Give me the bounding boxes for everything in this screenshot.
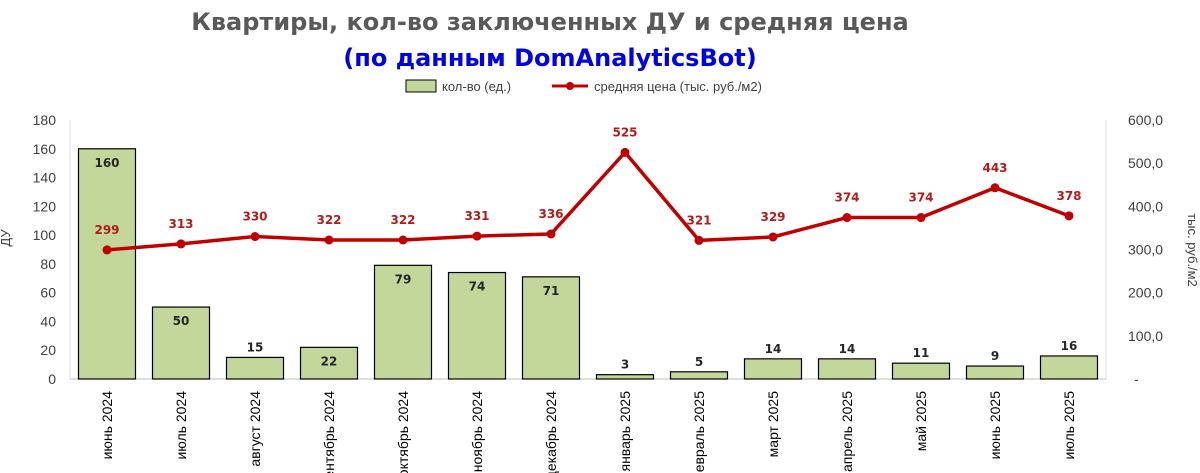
price-value-label: 336 <box>538 207 563 221</box>
bar-value-label: 22 <box>321 354 338 368</box>
x-tick-label: февраль 2025 <box>691 391 707 473</box>
chart-title: Квартиры, кол-во заключенных ДУ и средня… <box>191 8 909 36</box>
price-line <box>106 150 1070 252</box>
bar-value-label: 71 <box>543 284 560 298</box>
y2-tick-label: 100,0 <box>1128 328 1163 344</box>
x-tick-label: август 2024 <box>247 391 263 467</box>
y2-tick-label: 400,0 <box>1128 198 1163 214</box>
legend-bar-label: кол-во (ед.) <box>442 79 511 94</box>
bar <box>669 371 729 380</box>
price-point <box>546 229 556 239</box>
price-value-label: 321 <box>686 213 711 227</box>
price-point <box>324 235 334 245</box>
x-tick-label: апрель 2025 <box>839 391 855 472</box>
y-tick-label: 180 <box>33 112 57 128</box>
x-tick-label: март 2025 <box>765 391 781 458</box>
price-point <box>176 239 186 249</box>
price-value-label: 443 <box>982 161 1007 175</box>
bar <box>743 358 803 380</box>
price-point <box>990 183 1000 193</box>
bar <box>77 148 137 380</box>
price-value-label: 374 <box>834 191 859 205</box>
y2-tick-label: - <box>1134 371 1139 387</box>
price-point <box>842 213 852 223</box>
y-axis-label: ДУ <box>0 229 13 247</box>
y2-axis-label: тыс. руб./м2 <box>1185 213 1200 287</box>
bar-value-label: 5 <box>695 355 703 369</box>
y-tick-label: 120 <box>33 198 57 214</box>
bar <box>225 356 285 380</box>
bar-value-label: 9 <box>991 349 999 363</box>
price-point <box>1064 211 1074 221</box>
x-tick-label: январь 2025 <box>617 391 633 472</box>
x-tick-label: июнь 2025 <box>987 391 1003 460</box>
price-value-label: 299 <box>94 223 119 237</box>
bar-value-label: 160 <box>94 156 119 170</box>
price-value-label: 374 <box>908 191 933 205</box>
price-value-label: 525 <box>612 125 637 139</box>
bar <box>817 358 877 380</box>
bar <box>447 271 507 380</box>
bar <box>373 264 433 380</box>
x-tick-label: июль 2024 <box>173 391 189 460</box>
bar-value-label: 11 <box>913 346 930 360</box>
y-tick-label: 80 <box>40 256 56 272</box>
chart-subtitle: (по данным DomAnalyticsBot) <box>343 44 757 72</box>
y-tick-label: 0 <box>48 371 56 387</box>
price-value-label: 322 <box>316 213 341 227</box>
bar-value-label: 3 <box>621 358 629 372</box>
bar <box>595 374 655 380</box>
bar-value-label: 79 <box>395 272 412 286</box>
price-value-label: 330 <box>242 210 267 224</box>
price-point <box>398 235 408 245</box>
price-point <box>620 147 630 157</box>
y2-tick-label: 500,0 <box>1128 155 1163 171</box>
bar-value-label: 50 <box>173 314 190 328</box>
price-value-label: 329 <box>760 210 785 224</box>
y-tick-label: 160 <box>33 141 57 157</box>
legend-bar-swatch <box>405 79 437 93</box>
bar <box>1039 355 1099 380</box>
plot-area: 0 20 40 60 80 100 120 140 160 180 - 100,0 200,0 300,0… <box>33 112 1164 473</box>
bar <box>299 346 359 380</box>
price-point <box>694 235 704 245</box>
price-value-label: 378 <box>1056 189 1081 203</box>
y-tick-label: 60 <box>40 285 56 301</box>
legend: кол-во (ед.) средняя цена (тыс. руб./м2) <box>405 79 762 94</box>
y2-tick-label: 600,0 <box>1128 112 1163 128</box>
x-tick-label: июль 2025 <box>1061 391 1077 460</box>
x-tick-label: сентябрь 2024 <box>321 391 337 473</box>
bar-value-label: 15 <box>247 340 264 354</box>
y-tick-label: 20 <box>40 342 56 358</box>
x-tick-label: май 2025 <box>913 391 929 451</box>
price-point <box>472 231 482 241</box>
bar-value-label: 16 <box>1061 339 1078 353</box>
bar <box>891 362 951 380</box>
y-tick-label: 140 <box>33 170 57 186</box>
legend-line-label: средняя цена (тыс. руб./м2) <box>594 79 762 94</box>
price-value-label: 313 <box>168 217 193 231</box>
y-tick-label: 40 <box>40 313 56 329</box>
price-point <box>768 232 778 242</box>
price-value-label: 322 <box>390 213 415 227</box>
x-tick-label: июнь 2024 <box>99 391 115 460</box>
bar <box>151 306 211 380</box>
bar <box>965 365 1025 380</box>
price-point <box>250 232 260 242</box>
bar <box>521 276 581 380</box>
price-point <box>102 245 112 255</box>
y-tick-label: 100 <box>33 227 57 243</box>
price-value-label: 331 <box>464 209 489 223</box>
bar-value-label: 14 <box>765 342 782 356</box>
x-tick-label: ноябрь 2024 <box>469 391 485 472</box>
y2-tick-label: 300,0 <box>1128 242 1163 258</box>
bar-value-label: 14 <box>839 342 856 356</box>
x-tick-label: октябрь 2024 <box>395 391 411 473</box>
price-point <box>916 213 926 223</box>
legend-line-marker <box>566 82 574 90</box>
bar-value-label: 74 <box>469 280 486 294</box>
y2-tick-label: 200,0 <box>1128 285 1163 301</box>
x-tick-label: декабрь 2024 <box>543 391 559 473</box>
